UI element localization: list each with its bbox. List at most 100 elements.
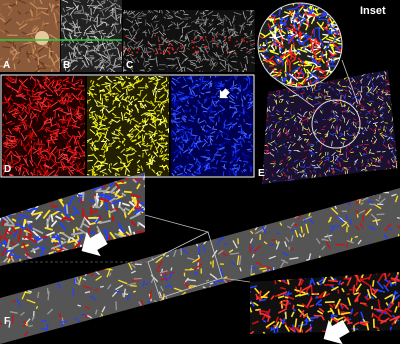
- flow-dot: [171, 47, 174, 49]
- flow-dot: [246, 40, 248, 43]
- flow-dot: [206, 50, 209, 53]
- flow-dot: [243, 40, 246, 42]
- flow-dot: [172, 48, 175, 51]
- image-region: [2, 76, 85, 176]
- flow-dot: [158, 48, 160, 50]
- panel-d-frame: [0, 74, 255, 178]
- flow-dot: [136, 51, 139, 54]
- flow-dot: [216, 45, 219, 48]
- flow-dot: [215, 35, 218, 38]
- arrow: [219, 88, 230, 99]
- panel-label: D: [4, 164, 11, 175]
- flow-dot: [131, 51, 134, 54]
- flow-dot: [228, 39, 231, 41]
- flow-dot: [127, 48, 129, 51]
- flow-dot: [192, 41, 195, 44]
- flow-dot: [168, 47, 170, 49]
- flow-dot: [191, 39, 194, 42]
- flow-dot: [179, 45, 182, 47]
- flow-dot: [159, 52, 162, 54]
- vessel-texture: [171, 76, 253, 176]
- image-region: [123, 10, 255, 72]
- arrow: [81, 231, 108, 257]
- flow-dot: [233, 52, 235, 55]
- vessel-texture: [87, 76, 169, 176]
- flow-dot: [240, 38, 243, 41]
- image-region: [87, 76, 169, 176]
- flow-dot: [155, 52, 157, 55]
- flow-dot: [158, 39, 160, 42]
- inset-circle: [257, 2, 343, 88]
- flow-dot: [223, 36, 226, 39]
- connector: [341, 59, 359, 105]
- flow-dot: [125, 35, 128, 38]
- panel-label: A: [3, 60, 10, 71]
- flow-dot: [147, 42, 150, 45]
- flow-dot: [158, 45, 161, 48]
- image-region: [0, 0, 60, 72]
- image-base: [87, 76, 169, 176]
- vessel-texture: [250, 272, 400, 334]
- flow-dot: [201, 37, 203, 40]
- flow-dot: [180, 47, 183, 50]
- flow-dot: [146, 51, 148, 54]
- flow-dot: [225, 41, 227, 44]
- flow-dot: [170, 43, 173, 46]
- flow-dot: [199, 37, 202, 40]
- vessel-texture: [61, 0, 122, 72]
- flow-dot: [164, 51, 167, 53]
- flow-dot: [212, 39, 215, 42]
- source-circle: [311, 99, 361, 149]
- vessel-texture: [2, 76, 85, 176]
- vessel-texture: [0, 0, 60, 72]
- inset-title: Inset: [360, 5, 386, 17]
- connector: [144, 214, 209, 233]
- flow-dot: [123, 49, 125, 52]
- vessel-texture: [123, 10, 255, 72]
- flow-dot: [204, 36, 207, 38]
- flow-dot: [123, 47, 125, 50]
- flow-dot: [133, 37, 136, 40]
- flow-dot: [137, 48, 140, 50]
- vessel-texture: [171, 76, 253, 176]
- flow-dot: [234, 45, 237, 47]
- flow-dot: [253, 42, 255, 45]
- flow-dot: [192, 46, 195, 49]
- flow-dot: [196, 51, 199, 54]
- flow-dot: [128, 50, 131, 53]
- flow-dot: [154, 34, 157, 37]
- panel-label: B: [63, 60, 70, 71]
- flow-dot: [202, 39, 205, 42]
- flow-dot: [195, 45, 198, 48]
- flow-dot: [168, 52, 171, 55]
- image-region: [250, 272, 400, 334]
- image-region: [171, 76, 253, 176]
- flow-dot: [204, 45, 206, 48]
- vessel-texture: [2, 0, 60, 72]
- flow-dot: [193, 52, 196, 55]
- connector: [269, 74, 315, 108]
- panel-label: C: [126, 60, 133, 71]
- flow-dot: [161, 42, 164, 44]
- connector: [221, 277, 251, 283]
- flow-dot: [194, 50, 197, 53]
- vessel-texture: [87, 76, 169, 176]
- flow-dot: [226, 50, 229, 53]
- panel-label: E: [258, 168, 265, 179]
- flow-dot: [235, 40, 238, 43]
- optic-disc: [35, 31, 49, 45]
- arrow: [323, 319, 350, 344]
- flow-dot: [167, 39, 169, 42]
- panel-label: F: [4, 316, 10, 327]
- flow-dot: [229, 36, 232, 39]
- flow-dot: [211, 37, 214, 40]
- flow-dot: [193, 37, 196, 40]
- flow-dot: [246, 47, 249, 50]
- flow-dot: [162, 52, 165, 54]
- flow-dot: [175, 51, 178, 54]
- image-region: [258, 3, 342, 87]
- flow-dot: [168, 51, 170, 54]
- vessel-texture: [87, 76, 169, 176]
- flow-dot: [153, 50, 155, 52]
